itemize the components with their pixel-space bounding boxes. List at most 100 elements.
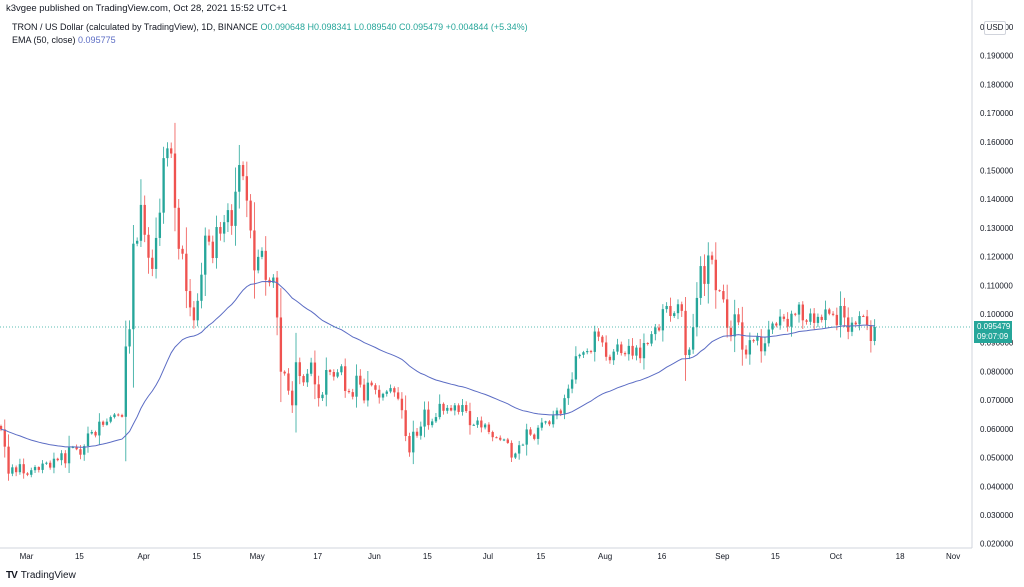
candle-body	[707, 255, 710, 284]
candle-body	[170, 148, 173, 154]
candle-body	[729, 327, 733, 337]
candle-body	[185, 253, 188, 292]
candle-body	[850, 322, 854, 332]
candle-body	[302, 376, 305, 383]
x-tick-label: Jun	[368, 552, 381, 561]
candle-body	[355, 375, 358, 397]
tradingview-brand[interactable]: TV TradingView	[6, 570, 76, 581]
candle-body	[101, 421, 105, 425]
candle-body	[33, 467, 37, 471]
candle-body	[499, 437, 502, 440]
candle-body	[673, 313, 676, 317]
x-tick-label: 17	[313, 552, 322, 561]
candle-body	[631, 345, 634, 356]
candle-body	[483, 424, 487, 428]
candle-body	[234, 191, 237, 226]
candle-body	[540, 422, 544, 428]
candle-body	[741, 322, 744, 350]
candle-body	[552, 415, 555, 425]
candle-body	[128, 329, 131, 347]
candle-body	[404, 410, 407, 437]
y-tick-label: 0.170000	[980, 109, 1014, 118]
candle-body	[291, 390, 294, 406]
candle-body	[521, 444, 525, 446]
candle-body	[858, 316, 861, 325]
candle-body	[340, 366, 343, 373]
candle-body	[620, 344, 623, 354]
candle-body	[408, 436, 411, 453]
candle-body	[756, 336, 759, 341]
candle-body	[862, 316, 865, 318]
candle-body	[347, 390, 351, 393]
legend-ohlc: O0.090648 H0.098341 L0.089540 C0.095479 …	[260, 22, 528, 32]
brand-name: TradingView	[20, 570, 76, 581]
x-tick-label: 15	[75, 552, 84, 561]
candle-body	[207, 235, 211, 242]
y-tick-label: 0.050000	[980, 454, 1014, 463]
candle-body	[442, 403, 445, 411]
candle-body	[828, 309, 831, 314]
candle-body	[661, 309, 665, 331]
candle-body	[415, 431, 419, 436]
y-tick-label: 0.100000	[980, 310, 1014, 319]
y-tick-label: 0.130000	[980, 224, 1014, 233]
candle-body	[79, 449, 82, 455]
legend-ema-label[interactable]: EMA (50, close)	[12, 35, 76, 45]
currency-badge[interactable]: USD	[984, 21, 1006, 35]
candle-body	[124, 346, 127, 417]
candle-body	[476, 420, 479, 425]
candle-body	[533, 434, 536, 439]
candle-body	[56, 458, 59, 461]
y-tick-label: 0.070000	[980, 396, 1014, 405]
candle-body	[703, 266, 706, 284]
candle-body	[378, 389, 381, 398]
x-tick-label: Oct	[830, 552, 843, 561]
candle-body	[710, 255, 714, 260]
candle-body	[253, 230, 256, 271]
candle-body	[177, 207, 180, 249]
legend-symbol[interactable]: TRON / US Dollar (calculated by TradingV…	[12, 22, 258, 32]
candle-body	[192, 307, 196, 321]
candle-body	[98, 421, 101, 436]
candle-body	[48, 462, 52, 468]
candle-body	[393, 388, 396, 393]
x-tick-label: May	[250, 552, 265, 561]
candle-body	[714, 259, 717, 291]
candle-body	[589, 351, 593, 353]
y-tick-label: 0.160000	[980, 138, 1014, 147]
candle-body	[313, 362, 317, 385]
candle-body	[797, 304, 801, 315]
candle-body	[109, 417, 112, 422]
candle-body	[22, 464, 25, 474]
candle-body	[869, 325, 873, 342]
candle-body	[468, 411, 472, 426]
candle-body	[517, 445, 521, 454]
publish-line: k3vgee published on TradingView.com, Oct…	[6, 3, 288, 14]
candle-body	[139, 204, 143, 241]
candle-body	[805, 320, 808, 322]
candle-body	[809, 313, 812, 322]
candle-body	[453, 405, 457, 411]
x-tick-label: 15	[536, 552, 545, 561]
candle-body	[287, 373, 290, 391]
candle-body	[639, 347, 642, 359]
candle-body	[26, 473, 29, 475]
candle-body	[75, 446, 78, 450]
candle-body	[18, 464, 22, 473]
candle-body	[608, 356, 612, 361]
candle-body	[812, 313, 816, 323]
candle-body	[215, 227, 218, 259]
candle-body	[419, 426, 422, 436]
candle-body	[593, 331, 596, 352]
candle-body	[865, 316, 869, 326]
candle-body	[824, 309, 827, 321]
x-tick-label: Nov	[946, 552, 960, 561]
candle-body	[847, 317, 850, 332]
y-tick-label: 0.080000	[980, 367, 1014, 376]
x-axis: Mar 15 Apr 15 May 17 Jun 15 Jul 15 Aug 16 Sep 15 Oct 18…	[0, 547, 972, 561]
candle-body	[491, 432, 494, 438]
candle-body	[396, 392, 400, 399]
candle-body	[434, 417, 438, 422]
candle-body	[801, 304, 804, 321]
